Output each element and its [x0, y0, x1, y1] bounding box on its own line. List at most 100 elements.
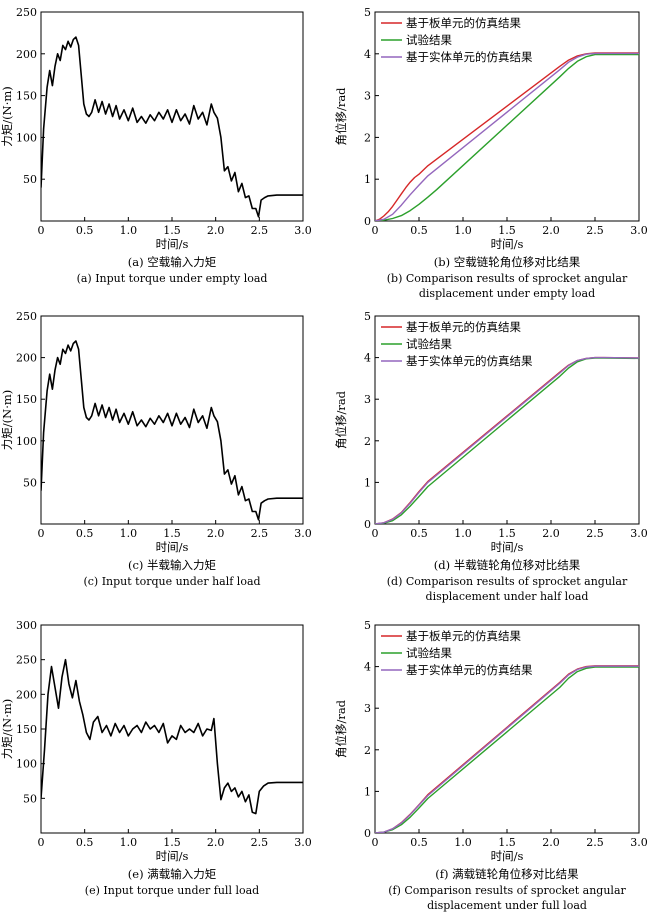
x-tick-label: 0: [38, 836, 45, 849]
x-tick-label: 2.0: [542, 836, 560, 849]
x-tick-label: 3.0: [630, 836, 648, 849]
x-axis-title: 时间/s: [491, 237, 524, 251]
x-tick-label: 2.0: [542, 527, 560, 540]
legend-label: 基于板单元的仿真结果: [406, 320, 521, 334]
x-tick-label: 2.0: [207, 224, 225, 237]
y-tick-label: 5: [364, 310, 371, 323]
x-tick-label: 3.0: [294, 836, 312, 849]
caption-en: displacement under half load: [426, 590, 589, 603]
x-axis-title: 时间/s: [156, 849, 189, 863]
caption-cn: (b) 空载链轮角位移对比结果: [434, 255, 581, 269]
x-tick-label: 0.5: [76, 527, 94, 540]
y-tick-label: 0: [364, 827, 371, 840]
x-tick-label: 0: [372, 224, 379, 237]
legend-label: 试验结果: [406, 33, 452, 47]
series-line-1: [375, 53, 639, 221]
series-line-2: [375, 52, 639, 221]
plot-frame: [40, 11, 304, 222]
series-line-0: [375, 52, 639, 221]
caption-cn: (d) 半载链轮角位移对比结果: [434, 558, 581, 572]
x-axis-title: 时间/s: [156, 237, 189, 251]
y-axis-title: 力矩/(N·m): [0, 699, 14, 759]
x-axis-title: 时间/s: [491, 849, 524, 863]
y-tick-label: 1: [364, 785, 371, 798]
caption-en: (a) Input torque under empty load: [77, 272, 268, 285]
y-tick-label: 5: [364, 6, 371, 19]
y-axis-title: 力矩/(N·m): [0, 390, 14, 450]
x-axis-title: 时间/s: [491, 540, 524, 554]
chart-e: 0 0.5 1.0 1.5 2.0 2.5 3.0 50 100 150 200 250 300 时间/s…: [0, 619, 312, 897]
x-tick-label: 0: [38, 527, 45, 540]
series-line-0: [41, 340, 303, 521]
y-axis-title: 力矩/(N·m): [0, 86, 14, 146]
x-tick-label: 1.5: [498, 224, 516, 237]
series-line-0: [41, 658, 303, 815]
chart-d: 0 0.5 1.0 1.5 2.0 2.5 3.0 0 1 2 3 4 5 时间/s 角位移/rad 基于板单…: [334, 310, 648, 603]
caption-en: (d) Comparison results of sprocket angul…: [387, 575, 628, 588]
y-tick-label: 50: [23, 173, 37, 186]
legend-label: 试验结果: [406, 646, 452, 660]
caption-cn: (f) 满载链轮角位移对比结果: [435, 867, 579, 881]
y-tick-label: 300: [16, 619, 37, 632]
y-tick-label: 250: [16, 6, 37, 19]
series-line-2: [375, 665, 639, 833]
y-tick-label: 2: [364, 744, 371, 757]
x-tick-label: 0: [38, 224, 45, 237]
legend-label: 试验结果: [406, 337, 452, 351]
legend-label: 基于板单元的仿真结果: [406, 629, 521, 643]
x-tick-label: 1.0: [454, 527, 472, 540]
series-line-0: [375, 665, 639, 833]
x-tick-label: 0: [372, 527, 379, 540]
legend-label: 基于实体单元的仿真结果: [406, 663, 533, 677]
y-tick-label: 100: [16, 758, 37, 771]
caption-en: displacement under full load: [427, 899, 587, 912]
y-tick-label: 250: [16, 654, 37, 667]
y-tick-label: 100: [16, 435, 37, 448]
x-tick-label: 2.5: [251, 836, 269, 849]
x-tick-label: 1.0: [454, 224, 472, 237]
x-tick-label: 1.5: [498, 836, 516, 849]
chart-f: 0 0.5 1.0 1.5 2.0 2.5 3.0 0 1 2 3 4 5 时间/s 角位移/rad 基于板单…: [334, 619, 648, 912]
caption-en: displacement under empty load: [419, 287, 595, 300]
x-tick-label: 2.0: [207, 527, 225, 540]
x-axis-title: 时间/s: [156, 540, 189, 554]
legend-label: 基于板单元的仿真结果: [406, 16, 521, 30]
x-tick-label: 2.5: [586, 224, 604, 237]
x-tick-label: 1.0: [120, 836, 138, 849]
y-tick-label: 4: [364, 352, 371, 365]
x-tick-label: 1.0: [120, 527, 138, 540]
x-tick-label: 1.5: [163, 836, 181, 849]
x-tick-label: 0.5: [410, 527, 428, 540]
caption-en: (e) Input torque under full load: [85, 884, 259, 897]
legend-label: 基于实体单元的仿真结果: [406, 354, 533, 368]
plot-frame: [40, 624, 304, 834]
x-tick-label: 1.5: [163, 527, 181, 540]
x-tick-label: 2.5: [251, 224, 269, 237]
y-tick-label: 200: [16, 352, 37, 365]
series-line-2: [375, 356, 639, 524]
x-tick-label: 0.5: [76, 836, 94, 849]
y-tick-label: 0: [364, 215, 371, 228]
y-tick-label: 3: [364, 393, 371, 406]
caption-en: (c) Input torque under half load: [83, 575, 260, 588]
chart-c: 0 0.5 1.0 1.5 2.0 2.5 3.0 50 100 150 200 250 时间/s 力矩/…: [0, 310, 312, 588]
legend-label: 基于实体单元的仿真结果: [406, 50, 533, 64]
caption-en: (b) Comparison results of sprocket angul…: [387, 272, 628, 285]
y-tick-label: 150: [16, 90, 37, 103]
y-axis-title: 角位移/rad: [334, 87, 348, 146]
chart-b: 0 0.5 1.0 1.5 2.0 2.5 3.0 0 1 2 3 4 5 时间/s 角位移/rad 基于板单…: [334, 6, 648, 300]
x-tick-label: 1.0: [120, 224, 138, 237]
x-tick-label: 1.0: [454, 836, 472, 849]
y-tick-label: 4: [364, 661, 371, 674]
caption-en: (f) Comparison results of sprocket angul…: [388, 884, 626, 897]
y-tick-label: 3: [364, 90, 371, 103]
y-tick-label: 3: [364, 702, 371, 715]
y-tick-label: 1: [364, 173, 371, 186]
plot-frame: [40, 315, 304, 525]
y-tick-label: 150: [16, 393, 37, 406]
x-tick-label: 2.5: [586, 836, 604, 849]
chart-a: 0 0.5 1.0 1.5 2.0 2.5 3.0 50 100 150 200 250 时间/s 力矩/…: [0, 6, 312, 285]
caption-cn: (c) 半载输入力矩: [128, 558, 216, 572]
y-axis-title: 角位移/rad: [334, 390, 348, 449]
